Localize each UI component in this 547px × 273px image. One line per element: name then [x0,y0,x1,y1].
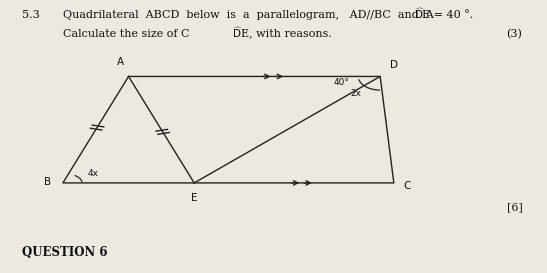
Text: Calculate the size of C: Calculate the size of C [63,29,189,39]
Text: E = 40 °.: E = 40 °. [422,10,474,20]
Text: $\widehat{\mathrm{D}}$: $\widehat{\mathrm{D}}$ [232,25,243,40]
Text: [6]: [6] [507,202,522,212]
Text: Quadrilateral  ABCD  below  is  a  parallelogram,   AD//BC  and  A: Quadrilateral ABCD below is a parallelog… [63,10,434,20]
Text: $\widehat{\mathrm{D}}$: $\widehat{\mathrm{D}}$ [414,6,424,21]
Text: 2x: 2x [350,88,361,97]
Text: B: B [44,177,51,186]
Text: 4x: 4x [88,169,98,178]
Text: C: C [404,181,411,191]
Text: (3): (3) [507,29,522,39]
Text: D: D [390,60,398,70]
Text: 40°: 40° [334,78,350,87]
Text: QUESTION 6: QUESTION 6 [22,246,107,259]
Text: E: E [191,193,197,203]
Text: A: A [117,57,124,67]
Text: E, with reasons.: E, with reasons. [241,29,332,39]
Text: 5.3: 5.3 [22,10,39,20]
